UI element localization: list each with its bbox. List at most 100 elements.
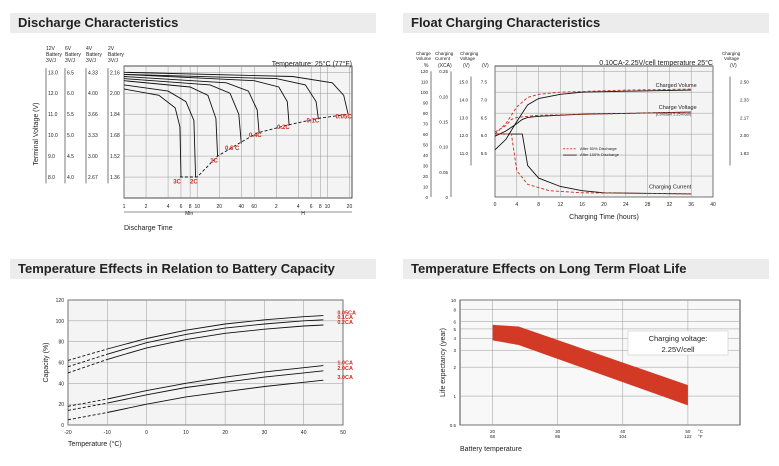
- temp-capacity-x-tick: 40: [301, 430, 307, 436]
- temp-capacity-series-label: 0.1CA: [337, 315, 353, 321]
- float-volume-tick: 80: [423, 111, 429, 116]
- float-life-unit-c: °C: [698, 429, 704, 434]
- float-current-tick: 0: [445, 195, 448, 200]
- float-life-x-tick-c: 20: [490, 429, 496, 434]
- float-life-title: Temperature Effects on Long Term Float L…: [403, 259, 769, 279]
- float-header-voltage: (V): [463, 63, 470, 69]
- float-life-y-tick: 2: [453, 365, 456, 370]
- float-series-line: [495, 133, 692, 195]
- float-inner-voltage-tick: 7.0: [481, 98, 488, 103]
- float-life-unit-f: °F: [698, 434, 703, 439]
- discharge-voltage-tick: 6.0: [67, 91, 74, 97]
- float-life-ylabel: Life expectancy (year): [440, 328, 447, 397]
- float-series-line: [494, 111, 692, 133]
- float-left-voltage-tick: 15.0: [459, 80, 468, 85]
- float-life-legend-line2: 2.25V/cell: [662, 345, 695, 354]
- float-volume-tick: 110: [421, 80, 429, 85]
- float-header-voltage: Voltage: [460, 56, 476, 61]
- float-right-voltage-tick: 1.83: [740, 151, 749, 156]
- float-label-voltage: Charge Voltage: [659, 105, 697, 111]
- discharge-xlabel: Discharge Time: [124, 225, 173, 232]
- discharge-voltage-tick: 2.67: [88, 175, 98, 181]
- discharge-voltage-tick: 12.0: [48, 91, 58, 97]
- temp-capacity-series-dashed: [67, 398, 108, 407]
- discharge-series-line: [123, 84, 197, 178]
- discharge-cutoff-line: [179, 113, 349, 178]
- discharge-x-tick: 20: [347, 204, 353, 210]
- temp-capacity-y-tick: 0: [61, 423, 64, 429]
- temp-capacity-title: Temperature Effects in Relation to Batte…: [10, 259, 376, 279]
- discharge-x-tick: 10: [194, 204, 200, 210]
- float-life-legend-line1: Charging voltage:: [649, 334, 708, 343]
- discharge-voltage-tick: 9.0: [48, 154, 55, 160]
- discharge-x-tick: 1: [123, 204, 126, 210]
- discharge-series-line: [123, 73, 319, 119]
- float-series-line: [495, 133, 692, 195]
- float-right-voltage-tick: 2.50: [740, 80, 749, 85]
- discharge-x-tick: 6: [180, 204, 183, 210]
- float-current-tick: 0.20: [439, 94, 448, 99]
- float-inner-voltage-tick: 6.5: [481, 115, 488, 120]
- float-xlabel: Charging Time (hours): [569, 214, 639, 221]
- discharge-voltage-tick: 4.33: [88, 70, 98, 76]
- discharge-x-tick: 20: [216, 204, 222, 210]
- float-series-line: [494, 111, 692, 137]
- discharge-voltage-tick: 8.0: [48, 175, 55, 181]
- float-label-voltage-sub: (Constant 2.25V/cell): [656, 112, 692, 116]
- float-left-voltage-tick: 11.0: [460, 151, 469, 156]
- float-volume-tick: 20: [423, 174, 429, 179]
- discharge-series-line: [123, 73, 290, 125]
- float-header-current: Charging: [435, 51, 454, 56]
- discharge-voltage-tick: 4.5: [67, 154, 74, 160]
- float-current-tick: 0.10: [439, 145, 448, 150]
- temp-capacity-series-label: 2.0CA: [337, 366, 353, 372]
- discharge-rate-label: 0.6 C: [225, 146, 240, 152]
- discharge-series-line: [123, 80, 219, 157]
- discharge-rate-label: 1C: [210, 158, 218, 164]
- float-x-tick: 4: [515, 202, 518, 208]
- float-x-tick: 0: [494, 202, 497, 208]
- float-left-voltage-tick: 13.0: [459, 115, 468, 120]
- float-x-tick: 32: [667, 202, 673, 208]
- discharge-title: Discharge Characteristics: [10, 13, 376, 33]
- discharge-voltage-tick: 5.5: [67, 112, 74, 118]
- float-note: 0.10CA-2.25V/cell temperature 25°C: [599, 59, 713, 67]
- float-x-tick: 16: [579, 202, 585, 208]
- temp-capacity-series-dashed: [67, 348, 108, 361]
- temp-capacity-series-line: [107, 379, 324, 413]
- float-legend-50: After 50% Discharge: [580, 146, 617, 151]
- float-life-band: [492, 324, 688, 406]
- discharge-voltage-tick: 2.00: [110, 91, 120, 97]
- float-life-x-tick-c: 40: [620, 429, 626, 434]
- float-x-tick: 12: [558, 202, 564, 208]
- discharge-col-header: Battery: [65, 52, 81, 58]
- discharge-voltage-tick: 6.5: [67, 70, 74, 76]
- temp-capacity-x-tick: 30: [262, 430, 268, 436]
- float-header-right: (V): [730, 63, 737, 69]
- temp-capacity-x-tick: 10: [183, 430, 189, 436]
- temp-capacity-series-line: [107, 370, 324, 404]
- float-x-tick: 28: [645, 202, 651, 208]
- float-left-voltage-tick: 12.0: [459, 133, 468, 138]
- float-life-y-tick: 10: [451, 298, 457, 303]
- temp-capacity-x-tick: 0: [145, 430, 148, 436]
- float-label-volume: Charged Volume: [656, 83, 697, 89]
- temp-capacity-x-tick: -20: [64, 430, 71, 436]
- discharge-x-tick: 4: [167, 204, 170, 210]
- float-inner-voltage-tick: 7.5: [481, 80, 488, 85]
- float-inner-voltage-tick: 6.0: [481, 133, 488, 138]
- discharge-col-header: 3V/J: [86, 58, 97, 64]
- float-current-tick: 0.05: [439, 170, 448, 175]
- float-life-x-tick-f: 68: [490, 434, 496, 439]
- discharge-voltage-tick: 4.00: [88, 91, 98, 97]
- discharge-x-tick: 4: [297, 204, 300, 210]
- float-life-y-tick: 1: [453, 394, 456, 399]
- discharge-voltage-tick: 3.33: [88, 133, 98, 139]
- discharge-col-header: Battery: [46, 52, 62, 58]
- temp-capacity-series-dashed: [67, 412, 108, 421]
- float-life-y-tick: 5: [453, 327, 456, 332]
- float-header-right: Voltage: [724, 56, 740, 61]
- discharge-col-header: 4V: [86, 46, 93, 52]
- temp-capacity-y-tick: 20: [58, 402, 64, 408]
